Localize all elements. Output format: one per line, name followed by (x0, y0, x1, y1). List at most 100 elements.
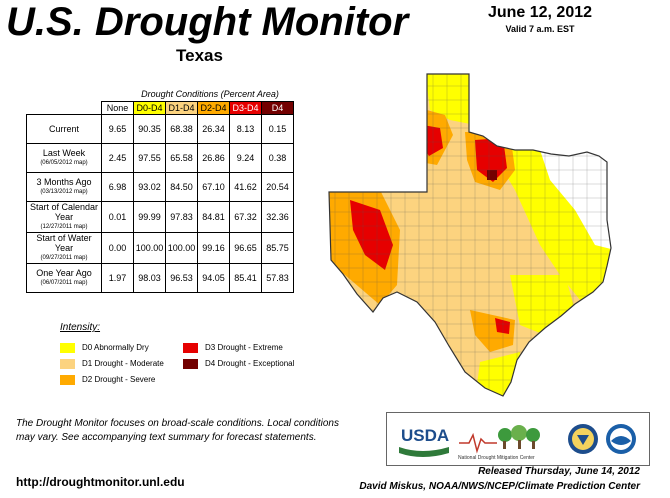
row-label-text: Last Week (42, 148, 86, 158)
table-cell: 97.55 (133, 143, 166, 173)
table-cell: 90.35 (133, 114, 166, 144)
row-label-text: 3 Months Ago (36, 177, 92, 187)
table-cell: 68.38 (165, 114, 198, 144)
partner-logos: USDA National Drought Mitigation Center (386, 412, 650, 466)
row-label: Current (26, 114, 102, 144)
row-label-text: Current (48, 124, 79, 134)
east-none (540, 150, 611, 250)
table-cell: 65.58 (165, 143, 198, 173)
commerce-seal (568, 424, 598, 454)
ndmc-logo-text: National Drought Mitigation Center (458, 455, 535, 461)
logos-graphic: USDA National Drought Mitigation Center (399, 424, 636, 461)
table-cell: 67.10 (197, 172, 230, 202)
table-header-row: None D0-D4 D1-D4 D2-D4 D3-D4 D4 (27, 101, 294, 115)
legend-d3: D3 Drought - Extreme (183, 343, 283, 353)
row-label-date: (09/27/2011 map) (40, 255, 88, 261)
state-name: Texas (176, 46, 223, 65)
table-cell: 0.38 (261, 143, 294, 173)
legend-d0-label: D0 Abnormally Dry (82, 343, 149, 353)
row-label-text: Start of Calendar Year (29, 202, 99, 222)
table-cell: 97.83 (165, 201, 198, 233)
table-cell: 93.02 (133, 172, 166, 202)
legend-d4-swatch (183, 359, 198, 369)
table-cell: 99.16 (197, 232, 230, 264)
table-cell: 6.98 (101, 172, 134, 202)
table-row: Current 9.65 90.35 68.38 26.34 8.13 0.15 (26, 114, 294, 144)
drought-areas (329, 74, 611, 396)
table-cell: 20.54 (261, 172, 294, 202)
row-label: One Year Ago (06/07/2011 map) (26, 263, 102, 293)
rolling-plains-d3 (475, 138, 507, 182)
table-cell: 84.81 (197, 201, 230, 233)
usda-logo: USDA (399, 426, 449, 457)
table-cell: 0.15 (261, 114, 294, 144)
valid-time: Valid 7 a.m. EST (505, 24, 575, 34)
table-cell: 57.83 (261, 263, 294, 293)
legend-d1-swatch (60, 359, 75, 369)
table-cell: 100.00 (165, 232, 198, 264)
table-cell: 67.32 (229, 201, 262, 233)
texas-drought-map (328, 73, 612, 397)
table-cell: 94.05 (197, 263, 230, 293)
rolling-plains-d4 (487, 170, 497, 180)
row-label-date: (06/05/2012 map) (40, 160, 88, 166)
table-cell: 9.65 (101, 114, 134, 144)
table-cell: 85.75 (261, 232, 294, 264)
table-cell: 26.34 (197, 114, 230, 144)
row-label-text: One Year Ago (36, 268, 92, 278)
col-d2-d4: D2-D4 (197, 101, 230, 115)
far-west-d3 (350, 200, 393, 270)
row-label: Start of Calendar Year (12/27/2011 map) (26, 201, 102, 233)
table-cell: 0.00 (101, 232, 134, 264)
table-row: Last Week (06/05/2012 map) 2.45 97.55 65.58 2… (26, 143, 294, 173)
col-none: None (101, 101, 134, 115)
legend-d2: D2 Drought - Severe (60, 375, 155, 385)
author-credit: David Miskus, NOAA/NWS/NCEP/Climate Pred… (359, 481, 640, 492)
col-d4: D4 (261, 101, 294, 115)
legend-d1-label: D1 Drought - Moderate (82, 359, 164, 369)
table-cell: 1.97 (101, 263, 134, 293)
table-cell: 8.13 (229, 114, 262, 144)
table-cell: 2.45 (101, 143, 134, 173)
table-cell: 32.36 (261, 201, 294, 233)
legend-d4: D4 Drought - Exceptional (183, 359, 294, 369)
disclaimer-note: The Drought Monitor focuses on broad-sca… (16, 418, 339, 443)
legend-d3-swatch (183, 343, 198, 353)
row-label: 3 Months Ago (03/13/2012 map) (26, 172, 102, 202)
row-label: Start of Water Year (09/27/2011 map) (26, 232, 102, 264)
table-cell: 9.24 (229, 143, 262, 173)
table-cell: 85.41 (229, 263, 262, 293)
ndmc-logo: National Drought Mitigation Center (458, 425, 540, 461)
col-d0-d4: D0-D4 (133, 101, 166, 115)
table-cell: 84.50 (165, 172, 198, 202)
table-cell: 99.99 (133, 201, 166, 233)
county-lines (329, 74, 611, 396)
row-label-text: Start of Water Year (36, 233, 92, 253)
table-row: 3 Months Ago (03/13/2012 map) 6.98 93.02 84.… (26, 172, 294, 202)
col-d1-d4: D1-D4 (165, 101, 198, 115)
drought-statistics-table: None D0-D4 D1-D4 D2-D4 D3-D4 D4 Current 9… (26, 101, 294, 293)
table-cell: 98.03 (133, 263, 166, 293)
release-date: Released Thursday, June 14, 2012 (478, 466, 640, 477)
table-cell: 41.62 (229, 172, 262, 202)
row-label-date: (06/07/2011 map) (40, 280, 88, 286)
table-cell: 96.53 (165, 263, 198, 293)
legend-d2-label: D2 Drought - Severe (82, 375, 156, 385)
table-caption: Drought Conditions (Percent Area) (141, 89, 279, 99)
noaa-logo (606, 424, 636, 454)
table-cell: 0.01 (101, 201, 134, 233)
legend-d1: D1 Drought - Moderate (60, 359, 164, 369)
table-row: Start of Water Year (09/27/2011 map) 0.00 1… (26, 232, 294, 264)
table-cell: 26.86 (197, 143, 230, 173)
legend-title: Intensity: (60, 322, 101, 333)
row-label-date: (12/27/2011 map) (40, 224, 88, 230)
col-d3-d4: D3-D4 (229, 101, 262, 115)
table-cell: 100.00 (133, 232, 166, 264)
website-link[interactable]: http://droughtmonitor.unl.edu (16, 475, 185, 489)
legend-d3-label: D3 Drought - Extreme (205, 343, 283, 353)
table-row: Start of Calendar Year (12/27/2011 map) 0.… (26, 201, 294, 233)
table-corner (27, 102, 102, 115)
south-texas-d3 (495, 318, 510, 334)
legend-d4-label: D4 Drought - Exceptional (205, 359, 295, 369)
legend-d0: D0 Abnormally Dry (60, 343, 149, 353)
